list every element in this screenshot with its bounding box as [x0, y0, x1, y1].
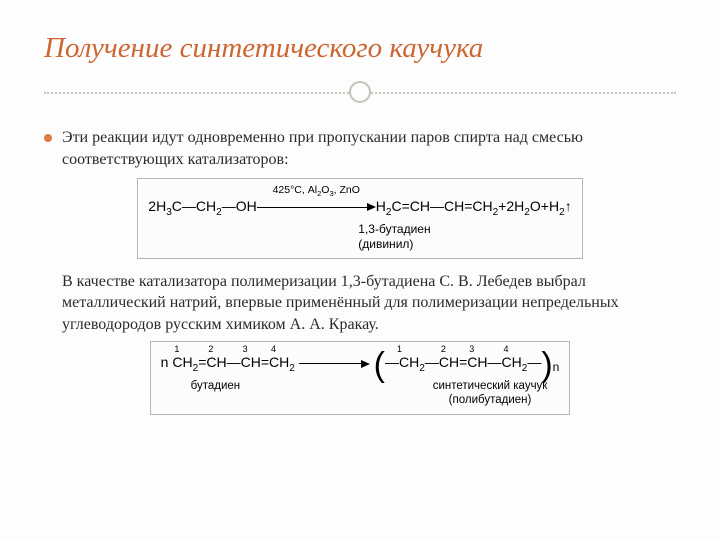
equation-2-wrap: n 1CH2=2CH—3CH=4CH2 (1—CH2—2CH=3CH—4CH2—…	[44, 341, 676, 414]
bullet-text: Эти реакции идут одновременно при пропус…	[62, 127, 676, 170]
bullet-item: Эти реакции идут одновременно при пропус…	[44, 127, 676, 170]
eq2-arrow	[299, 354, 370, 370]
eq1-products: H2C=CH—CH=CH2+2H2O+H2↑	[376, 198, 572, 214]
title-divider	[44, 81, 676, 103]
eq2-left: n 1CH2=2CH—3CH=4CH2	[161, 354, 299, 370]
eq1-conditions: 425°С, Al2O3, ZnO	[273, 184, 360, 199]
eq2-right: (1—CH2—2CH=3CH—4CH2—)n	[374, 354, 560, 370]
eq2-right-label: синтетический каучук (полибутадиен)	[433, 379, 548, 408]
bullet-icon	[44, 134, 52, 142]
equation-1-wrap: 2H3C—CH2—OH 425°С, Al2O3, ZnO H2C=CH—CH=CH…	[44, 178, 676, 258]
eq1-arrow: 425°С, Al2O3, ZnO	[257, 185, 376, 216]
page-title: Получение синтетического каучука	[44, 32, 676, 65]
eq1-reactant: 2H3C—CH2—OH	[148, 198, 256, 214]
divider-circle-icon	[349, 81, 371, 103]
equation-1: 2H3C—CH2—OH 425°С, Al2O3, ZnO H2C=CH—CH=CH…	[137, 178, 582, 258]
eq2-left-label: бутадиен	[191, 379, 241, 408]
equation-2: n 1CH2=2CH—3CH=4CH2 (1—CH2—2CH=3CH—4CH2—…	[150, 341, 571, 414]
paragraph-catalyst: В качестве катализатора полимеризации 1,…	[44, 271, 676, 336]
eq1-product-label: 1,3-бутадиен (дивинил)	[358, 222, 571, 252]
content-area: Эти реакции идут одновременно при пропус…	[44, 127, 676, 415]
slide: Получение синтетического каучука Эти реа…	[0, 0, 720, 540]
eq2-labels: бутадиен синтетический каучук (полибутад…	[161, 379, 560, 408]
